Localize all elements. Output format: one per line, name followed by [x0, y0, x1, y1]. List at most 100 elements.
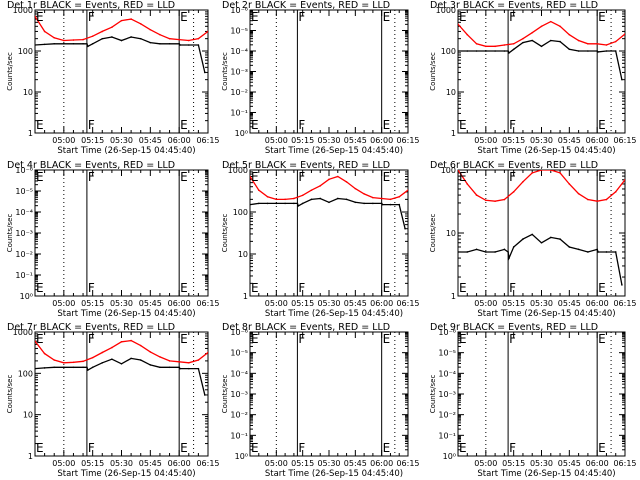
data-point: [345, 181, 348, 183]
region-marker-top: E: [180, 170, 188, 184]
panel-title: Det 9r BLACK = Events, RED = LLD: [430, 322, 598, 333]
data-point: [82, 366, 84, 369]
x-tick-label: 06:00: [370, 459, 393, 468]
panel-title: Det 6r BLACK = Events, RED = LLD: [430, 160, 598, 171]
x-tick-label: 06:15: [613, 459, 636, 468]
region-marker-top: F: [88, 10, 95, 24]
region-marker-top: F: [298, 170, 305, 184]
region-marker-top: E: [598, 332, 606, 346]
region-marker-top: E: [180, 10, 188, 24]
data-point: [596, 200, 598, 202]
y-tick-label: 1000: [228, 166, 248, 175]
panel-title: Det 8r BLACK = Events, RED = LLD: [222, 322, 390, 333]
data-point: [139, 344, 142, 347]
data-point: [596, 248, 598, 251]
data-point: [363, 202, 365, 205]
region-marker-bottom: F: [509, 118, 516, 132]
data-point: [43, 367, 46, 369]
data-point: [111, 358, 113, 360]
panel-det-3: Det 3r BLACK = Events, RED = LLD 05:00 05:…: [429, 0, 637, 156]
data-point: [35, 340, 36, 342]
data-point: [53, 359, 56, 361]
panel-title: Det 7r BLACK = Events, RED = LLD: [7, 322, 175, 333]
data-point: [87, 369, 89, 371]
data-point: [363, 193, 365, 195]
data-point: [512, 191, 515, 193]
x-tick-label: 05:00: [474, 136, 497, 145]
region-marker-bottom: E: [383, 281, 391, 295]
series-group: [29, 339, 208, 396]
series-black-events: [35, 357, 206, 396]
x-tick-label: 05:30: [110, 299, 133, 308]
data-point: [43, 30, 46, 33]
data-point: [458, 170, 459, 171]
region-marker-top: E: [598, 170, 606, 184]
region-marker-top: F: [88, 332, 95, 346]
data-point: [605, 44, 608, 46]
y-tick-label: 10⁻⁶: [438, 328, 456, 337]
data-point: [587, 50, 589, 52]
y-tick-label: 10⁻⁵: [438, 349, 456, 358]
data-point: [139, 37, 142, 40]
data-point: [168, 37, 171, 40]
data-point: [310, 189, 313, 192]
data-point: [159, 42, 161, 45]
data-point: [596, 42, 598, 45]
data-point: [559, 25, 561, 28]
data-point: [597, 251, 599, 253]
data-point: [159, 33, 161, 36]
data-point: [187, 39, 190, 42]
x-tick-label: 05:45: [139, 459, 162, 468]
y-tick-label: 10⁻³: [438, 390, 456, 399]
data-point: [494, 200, 496, 202]
series-red-lld: [458, 170, 625, 202]
data-point: [203, 71, 206, 74]
data-point: [179, 367, 181, 370]
plot-frame: [34, 9, 209, 134]
y-tick-label: 10⁰: [443, 452, 456, 461]
x-tick-label: 05:45: [558, 459, 581, 468]
y-tick-label: 10⁻⁶: [15, 166, 33, 175]
region-marker-bottom: E: [598, 281, 606, 295]
data-point: [336, 197, 339, 200]
data-point: [168, 42, 171, 45]
data-point: [549, 236, 552, 239]
x-tick-label: 06:00: [586, 459, 609, 468]
x-tick-label: 05:45: [558, 299, 581, 308]
data-point: [178, 366, 180, 369]
region-marker-top: E: [383, 10, 391, 24]
data-point: [284, 198, 286, 201]
data-point: [328, 178, 330, 181]
data-point: [549, 170, 552, 171]
data-point: [207, 30, 208, 33]
data-point: [407, 189, 408, 192]
y-tick-label: 10⁰: [20, 292, 33, 301]
x-tick-label: 05:30: [530, 299, 553, 308]
y-axis-label: Counts/sec: [429, 52, 437, 91]
y-axis-label: Counts/sec: [6, 375, 14, 414]
data-point: [559, 172, 561, 174]
data-point: [637, 167, 639, 169]
data-point: [549, 20, 552, 23]
y-tick-label: 10⁻¹: [438, 431, 456, 440]
data-point: [568, 33, 571, 36]
data-point: [503, 44, 506, 46]
data-point: [319, 185, 322, 187]
data-point: [522, 180, 524, 183]
y-tick-label: 100: [18, 47, 33, 56]
data-point: [159, 356, 161, 358]
data-point: [494, 50, 496, 52]
data-point: [549, 39, 552, 42]
data-point: [197, 367, 200, 370]
region-marker-top: F: [509, 332, 516, 346]
data-point: [503, 50, 506, 52]
region-marker-top: F: [298, 10, 305, 24]
region-marker-bottom: F: [298, 281, 305, 295]
y-tick-label: 10⁻³: [230, 68, 248, 77]
region-marker-bottom: E: [180, 281, 188, 295]
data-point: [29, 382, 31, 384]
series-black-events: [35, 36, 206, 73]
data-point: [531, 233, 534, 236]
x-tick-label: 05:00: [52, 299, 75, 308]
data-point: [522, 37, 524, 40]
